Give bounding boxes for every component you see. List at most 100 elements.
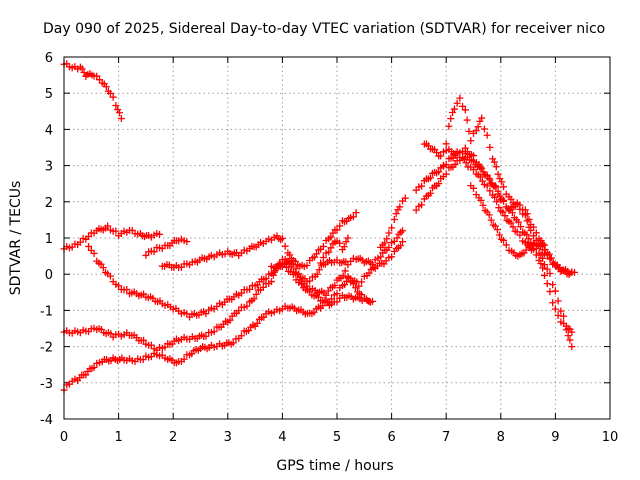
data-point	[500, 183, 508, 191]
data-point	[477, 196, 485, 204]
x-tick-label: 8	[497, 430, 505, 445]
data-point	[566, 336, 574, 344]
data-point	[327, 244, 335, 252]
data-point	[500, 197, 508, 205]
data-point	[104, 222, 112, 230]
data-point	[470, 166, 477, 174]
x-tick-label: 4	[278, 430, 286, 445]
data-point	[259, 283, 267, 291]
data-point	[485, 174, 493, 182]
data-point	[161, 343, 169, 351]
series-track-j	[377, 194, 409, 251]
data-point	[336, 239, 344, 247]
data-point	[486, 176, 494, 184]
data-point	[451, 160, 459, 168]
data-point	[517, 223, 525, 231]
data-point	[106, 89, 114, 97]
x-tick-label: 3	[224, 430, 232, 445]
data-point	[543, 251, 551, 259]
data-point	[427, 174, 435, 182]
x-tick-label: 6	[387, 430, 395, 445]
data-point	[286, 251, 294, 259]
data-point	[495, 231, 503, 239]
data-point	[317, 259, 325, 267]
data-point	[467, 137, 475, 145]
data-point	[513, 200, 521, 208]
data-point	[106, 272, 114, 280]
data-point	[385, 229, 393, 237]
data-point	[478, 165, 486, 173]
series-track-g	[158, 227, 407, 285]
data-point	[388, 253, 396, 261]
data-point	[465, 127, 473, 135]
chart-title: Day 090 of 2025, Sidereal Day-to-day VTE…	[43, 21, 605, 37]
plot-frame	[63, 56, 611, 420]
data-point	[554, 297, 562, 305]
series-track-n	[439, 94, 579, 279]
data-point	[461, 144, 469, 152]
data-point	[385, 243, 393, 251]
data-point	[140, 336, 148, 344]
data-point	[483, 182, 491, 190]
data-point	[543, 265, 551, 273]
data-point	[472, 127, 480, 135]
data-point	[90, 363, 98, 371]
data-point	[442, 170, 450, 178]
x-tick-label: 9	[551, 430, 559, 445]
data-point	[435, 180, 443, 188]
data-point	[470, 152, 477, 160]
data-point	[333, 226, 341, 234]
data-point	[383, 235, 391, 243]
data-point	[328, 295, 336, 303]
data-point	[339, 272, 347, 280]
data-point	[435, 168, 443, 176]
x-tick-label: 5	[333, 430, 341, 445]
data-point	[117, 115, 125, 123]
data-point	[246, 285, 254, 293]
data-point	[554, 311, 562, 319]
y-tick-label: 6	[45, 51, 53, 66]
data-point	[507, 219, 515, 227]
data-point	[493, 226, 501, 234]
data-point	[456, 94, 464, 102]
data-point	[358, 291, 366, 299]
data-point	[549, 281, 557, 289]
data-point	[392, 210, 400, 218]
data-point	[516, 205, 524, 213]
data-point	[377, 253, 385, 261]
series-track-h	[267, 209, 360, 272]
data-point	[502, 241, 510, 249]
data-point	[427, 189, 435, 197]
data-point	[142, 251, 150, 259]
data-point	[491, 193, 499, 201]
data-point	[564, 332, 572, 340]
data-point	[560, 312, 568, 320]
y-tick-label: 4	[45, 123, 53, 138]
x-tick-label: 2	[169, 430, 177, 445]
data-point	[450, 105, 458, 113]
data-point	[459, 102, 467, 110]
data-point	[331, 281, 339, 289]
data-point	[341, 267, 349, 275]
series-track-b	[60, 222, 164, 253]
data-point	[396, 203, 404, 211]
data-point	[522, 246, 530, 254]
data-point	[229, 339, 237, 347]
data-point	[532, 251, 540, 259]
data-point	[447, 115, 455, 123]
data-point	[490, 158, 498, 166]
data-point	[390, 216, 398, 224]
data-point	[366, 297, 374, 305]
data-point	[439, 161, 447, 169]
data-point	[478, 114, 486, 122]
series-track-m	[420, 140, 576, 351]
data-point	[260, 313, 268, 321]
data-point	[319, 253, 327, 261]
data-point	[365, 269, 373, 277]
data-point	[342, 238, 350, 246]
series-track-i	[317, 234, 352, 267]
series-track-f	[142, 235, 191, 259]
data-point	[315, 266, 323, 274]
series-track-c	[85, 242, 376, 321]
